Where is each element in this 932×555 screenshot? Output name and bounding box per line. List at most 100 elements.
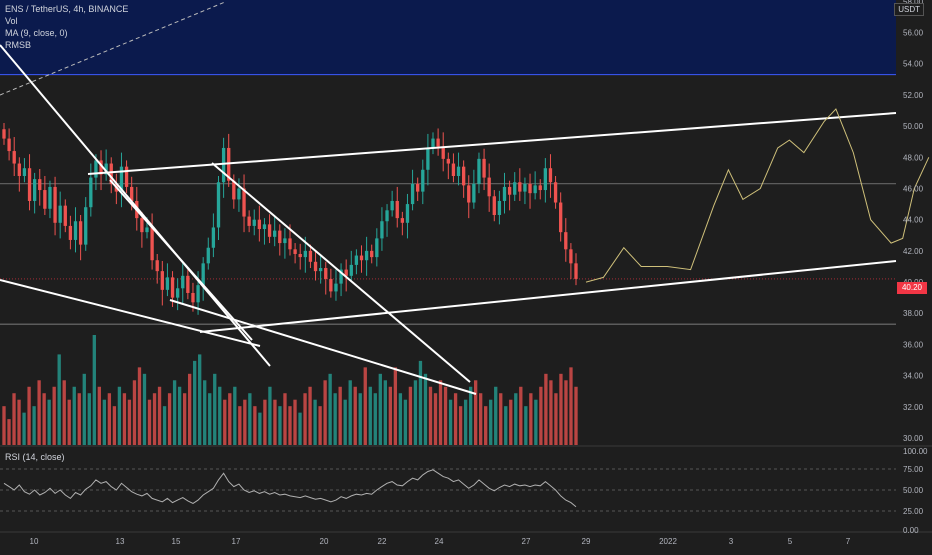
candle-body: [232, 180, 236, 200]
trend-line: [199, 260, 897, 333]
volume-bar: [238, 406, 242, 445]
volume-bar: [348, 380, 352, 445]
projection-path: [585, 108, 930, 283]
trend-line: [169, 299, 477, 395]
candle-body: [58, 205, 62, 223]
volume-bar: [127, 399, 132, 445]
candle-body: [467, 185, 471, 203]
candle-body: [221, 147, 226, 183]
candle-body: [89, 177, 93, 208]
volume-bar: [403, 399, 408, 445]
candle-body: [145, 227, 149, 233]
candle-body: [130, 186, 134, 201]
candle-body: [441, 146, 445, 159]
candle-body: [436, 138, 440, 147]
candle-body: [324, 268, 328, 279]
candle-body: [344, 269, 348, 276]
volume-bar: [288, 406, 292, 445]
dashed-trend-line: [0, 1, 226, 96]
candle-body: [181, 275, 185, 289]
candle-body: [247, 216, 251, 226]
candle-body: [237, 188, 241, 200]
price-axis-label: 52.00: [903, 91, 924, 100]
time-axis-label: 22: [378, 537, 387, 546]
candle-body: [109, 163, 113, 184]
time-axis-label: 29: [582, 537, 591, 546]
volume-bar: [72, 386, 76, 445]
volume-bar: [328, 373, 332, 445]
volume-bar: [524, 406, 528, 445]
candle-body: [410, 183, 415, 205]
volume-bar: [208, 393, 212, 445]
volume-bar: [203, 380, 207, 445]
volume-bar: [368, 386, 372, 445]
volume-bar: [122, 393, 127, 445]
candle-body: [211, 227, 216, 248]
price-axis-label: 46.00: [903, 184, 924, 193]
candle-body: [385, 210, 389, 222]
candle-body: [380, 221, 384, 239]
candle-body: [477, 158, 481, 184]
volume-bar: [177, 386, 182, 445]
rsi-line: [3, 469, 577, 508]
candle-body: [329, 278, 333, 292]
price-axis-label: 56.00: [903, 29, 924, 38]
volume-bar: [298, 412, 302, 445]
volume-bar: [32, 406, 36, 445]
volume-bar: [218, 386, 222, 445]
volume-bar: [489, 399, 493, 445]
candle-body: [553, 182, 558, 203]
volume-bar: [458, 406, 463, 445]
candle-body: [165, 277, 170, 290]
candle-body: [298, 253, 302, 258]
price-axis-label: 42.00: [903, 247, 924, 256]
volume-bar: [539, 386, 543, 445]
volume-bar: [308, 386, 312, 445]
volume-bar: [529, 393, 533, 445]
volume-bar: [27, 386, 31, 445]
candle-body: [487, 177, 491, 197]
price-axis-label: 32.00: [903, 403, 924, 412]
trend-line: [211, 162, 471, 383]
candle-body: [267, 224, 272, 237]
candle-body: [119, 166, 124, 192]
volume-bar: [52, 386, 56, 445]
candle-body: [569, 249, 573, 264]
candle-body: [150, 227, 154, 261]
volume-bar: [67, 399, 71, 445]
candle-body: [313, 261, 318, 272]
volume-bar: [413, 380, 418, 445]
volume-bar: [253, 406, 257, 445]
candle-body: [17, 163, 21, 177]
volume-bar: [559, 373, 563, 445]
volume-bar: [162, 406, 167, 445]
volume-bar: [363, 367, 367, 445]
price-axis-label: 38.00: [903, 309, 924, 318]
candle-body: [533, 185, 537, 194]
volume-bar: [338, 386, 342, 445]
volume-bar: [549, 380, 553, 445]
volume-bar: [278, 406, 282, 445]
time-axis-label: 17: [232, 537, 241, 546]
volume-bar: [102, 399, 107, 445]
volume-bar: [107, 393, 112, 445]
volume-bar: [152, 393, 157, 445]
volume-bar: [243, 399, 247, 445]
candle-body: [308, 250, 313, 262]
candle-body: [354, 255, 359, 265]
currency-badge[interactable]: USDT: [894, 3, 924, 16]
volume-bar: [12, 393, 16, 445]
volume-bar: [428, 386, 433, 445]
price-axis-label: 36.00: [903, 340, 924, 349]
time-axis-label: 2022: [659, 537, 677, 546]
volume-bar: [353, 386, 357, 445]
candle-body: [22, 168, 27, 177]
volume-bar: [494, 386, 498, 445]
candle-body: [273, 230, 277, 237]
volume-bar: [398, 393, 403, 445]
time-axis-label: 20: [320, 537, 329, 546]
candle-body: [257, 219, 262, 230]
volume-bar: [42, 393, 46, 445]
